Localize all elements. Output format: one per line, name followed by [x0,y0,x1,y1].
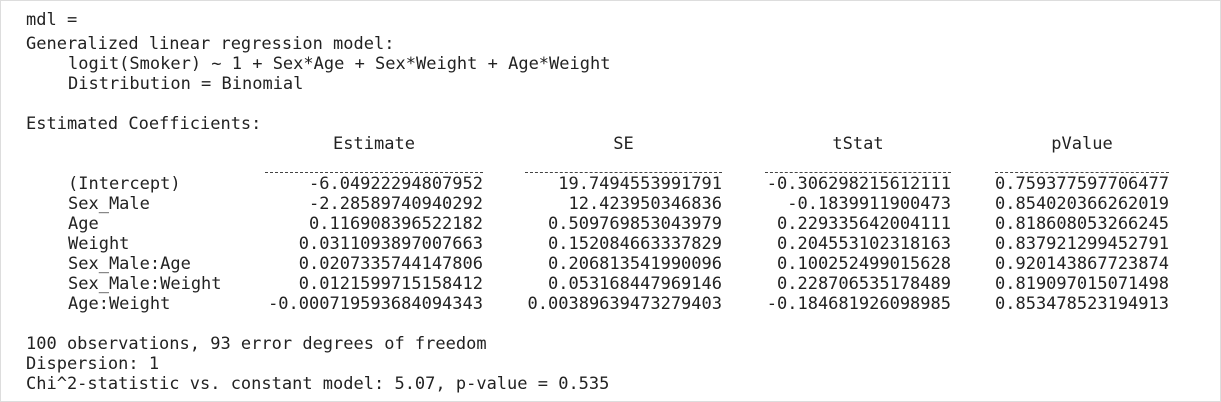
cell-pvalue: 0.854020366262019 [995,194,1169,214]
cell-se: 0.053168447969146 [548,274,722,294]
coefficients-title: Estimated Coefficients: [26,114,262,134]
cell-pvalue: 0.818608053266245 [995,214,1169,234]
model-formula: logit(Smoker) ~ 1 + Sex*Age + Sex*Weight… [68,54,611,74]
cell-estimate: 0.0207335744147806 [298,254,483,274]
cell-estimate: -0.000719593684094343 [268,294,483,314]
cell-estimate: 0.116908396522182 [309,214,483,234]
row-name: Age:Weight [68,294,171,314]
cell-se: 19.7494553991791 [558,174,722,194]
model-distribution: Distribution = Binomial [68,74,304,94]
cell-tstat: 0.228706535178489 [777,274,951,294]
cell-pvalue: 0.819097015071498 [995,274,1169,294]
column-header-pvalue: pValue [1051,134,1113,154]
cell-estimate: -2.28589740940292 [309,194,483,214]
cell-tstat: -0.184681926098985 [766,294,951,314]
cell-se: 0.206813541990096 [548,254,722,274]
cell-pvalue: 0.837921299452791 [995,234,1169,254]
cell-se: 12.423950346836 [568,194,722,214]
row-name: (Intercept) [68,174,181,194]
cell-se: 0.509769853043979 [548,214,722,234]
row-name: Sex_Male:Age [68,254,191,274]
cell-se: 0.00389639473279403 [527,294,722,314]
cell-pvalue: 0.920143867723874 [995,254,1169,274]
cell-tstat: -0.306298215612111 [766,174,951,194]
row-name: Sex_Male [68,194,150,214]
column-underline [265,172,483,173]
chi2-text: Chi^2-statistic vs. constant model: 5.07… [26,374,610,394]
dispersion-text: Dispersion: 1 [26,354,160,374]
cell-estimate: 0.0121599715158412 [298,274,483,294]
output-assign: mdl = [26,10,78,30]
row-name: Weight [68,234,130,254]
cell-estimate: -6.04922294807952 [309,174,483,194]
row-name: Sex_Male:Weight [68,274,222,294]
column-underline [525,172,722,173]
cell-tstat: 0.100252499015628 [777,254,951,274]
column-header-tstat: tStat [832,134,884,154]
row-name: Age [68,214,99,234]
column-underline [765,172,951,173]
cell-pvalue: 0.853478523194913 [995,294,1169,314]
column-underline [995,172,1169,173]
cell-se: 0.152084663337829 [548,234,722,254]
cell-tstat: 0.229335642004111 [777,214,951,234]
cell-pvalue: 0.759377597706477 [995,174,1169,194]
column-header-se: SE [613,134,634,154]
model-type: Generalized linear regression model: [26,34,395,54]
observations-text: 100 observations, 93 error degrees of fr… [26,334,487,354]
cell-estimate: 0.0311093897007663 [298,234,483,254]
cell-tstat: -0.1839911900473 [787,194,951,214]
cell-tstat: 0.204553102318163 [777,234,951,254]
column-header-estimate: Estimate [333,134,415,154]
